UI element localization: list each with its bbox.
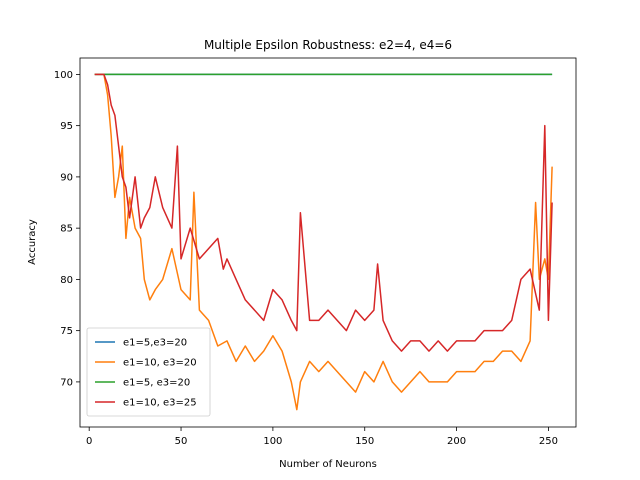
series-line-4 bbox=[94, 73, 553, 352]
x-tick-label: 250 bbox=[539, 436, 558, 447]
y-tick-label: 90 bbox=[60, 172, 73, 183]
y-tick-label: 75 bbox=[60, 326, 73, 337]
y-tick-label: 85 bbox=[60, 224, 73, 235]
plot-frame bbox=[79, 57, 577, 428]
legend: e1=5,e3=20 e1=10, e3=20 e1=5, e3=20 e1=10, … bbox=[86, 327, 211, 417]
chart-title: Multiple Epsilon Robustness: e2=4, e4=6 bbox=[204, 38, 452, 52]
legend-label-4: e1=10, e3=25 bbox=[123, 398, 197, 409]
x-tick-label: 50 bbox=[175, 436, 188, 447]
legend-box bbox=[86, 327, 211, 417]
y-tick-label: 95 bbox=[60, 121, 73, 132]
x-tick-label: 200 bbox=[447, 436, 466, 447]
x-axis: 0 50 100 150 200 250 bbox=[86, 427, 558, 447]
y-tick-label: 80 bbox=[60, 275, 73, 286]
legend-label-2: e1=10, e3=20 bbox=[123, 358, 197, 369]
y-tick-label: 70 bbox=[60, 377, 73, 388]
plot-area bbox=[79, 57, 577, 428]
series-line-2 bbox=[94, 73, 553, 411]
legend-label-1: e1=5,e3=20 bbox=[123, 338, 187, 349]
x-axis-title: Number of Neurons bbox=[279, 459, 377, 470]
legend-label-3: e1=5, e3=20 bbox=[123, 378, 190, 389]
x-tick-label: 150 bbox=[355, 436, 374, 447]
y-axis: 70 75 80 85 90 95 100 bbox=[54, 70, 80, 388]
y-axis-title: Accuracy bbox=[27, 219, 38, 265]
x-tick-label: 0 bbox=[86, 436, 92, 447]
y-tick-label: 100 bbox=[54, 70, 73, 81]
x-tick-label: 100 bbox=[263, 436, 282, 447]
